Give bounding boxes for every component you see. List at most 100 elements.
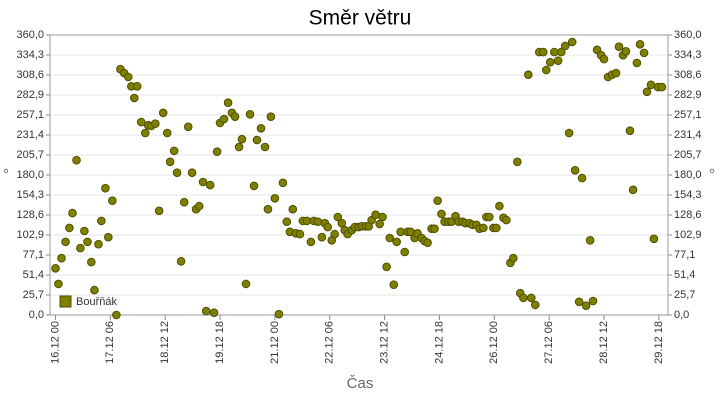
y-axis-label: ° xyxy=(3,166,9,183)
point xyxy=(560,41,570,51)
y2-tick-label: 205,7 xyxy=(674,149,702,161)
point xyxy=(104,232,113,242)
y-tick-label: 0,0 xyxy=(29,309,44,321)
point xyxy=(530,300,540,310)
point xyxy=(400,247,410,257)
point xyxy=(183,122,193,132)
y-tick-label: 308,6 xyxy=(16,69,44,81)
point xyxy=(295,229,305,239)
point xyxy=(553,56,563,65)
point xyxy=(646,80,656,90)
point xyxy=(129,93,139,103)
point xyxy=(479,223,488,233)
y2-tick-label: 102,9 xyxy=(674,229,702,241)
point xyxy=(234,142,244,152)
y-tick-label: 205,7 xyxy=(16,149,44,161)
y2-tick-label: 308,6 xyxy=(674,69,702,81)
y2-axis-label: ° xyxy=(709,166,715,183)
point xyxy=(509,253,518,263)
point xyxy=(282,217,292,226)
x-tick-label: 21.12 00 xyxy=(269,321,281,364)
x-tick-label: 18.12 12 xyxy=(159,321,171,364)
y-tick-label: 102,9 xyxy=(16,229,44,241)
point xyxy=(642,87,652,97)
point xyxy=(187,168,197,177)
point xyxy=(194,201,204,211)
y-tick-label: 334,3 xyxy=(16,49,44,61)
point xyxy=(249,181,259,191)
point xyxy=(209,308,219,317)
point xyxy=(123,72,133,82)
point xyxy=(205,180,215,190)
point xyxy=(570,166,580,175)
point xyxy=(212,147,222,156)
point xyxy=(545,57,555,67)
point xyxy=(632,58,642,68)
point xyxy=(132,82,142,91)
point xyxy=(337,218,347,228)
point xyxy=(323,222,333,232)
point xyxy=(252,135,262,145)
point xyxy=(288,204,298,214)
y2-tick-label: 25,7 xyxy=(674,289,695,301)
point xyxy=(94,239,103,249)
point xyxy=(108,196,117,205)
point xyxy=(76,243,85,253)
point xyxy=(611,68,621,78)
point xyxy=(201,306,211,316)
x-tick-label: 23.12 12 xyxy=(379,321,391,364)
point xyxy=(101,183,110,193)
y-tick-label: 154,3 xyxy=(16,189,44,201)
point xyxy=(492,223,501,233)
y2-tick-label: 180,0 xyxy=(674,169,702,181)
point xyxy=(80,226,89,236)
point xyxy=(437,209,446,219)
point xyxy=(151,119,160,128)
legend-swatch xyxy=(59,295,72,308)
point xyxy=(158,108,168,118)
point xyxy=(567,37,577,47)
point xyxy=(614,42,624,51)
y-tick-label: 180,0 xyxy=(16,169,44,181)
point xyxy=(172,168,182,177)
point xyxy=(140,128,150,138)
point xyxy=(649,234,659,244)
point xyxy=(263,204,273,214)
point xyxy=(621,47,631,56)
point xyxy=(382,262,391,272)
point xyxy=(371,210,380,219)
y2-tick-label: 282,9 xyxy=(674,89,702,101)
point xyxy=(68,208,77,218)
point xyxy=(61,237,70,247)
point xyxy=(556,47,566,57)
point xyxy=(72,155,81,165)
point xyxy=(513,157,522,167)
point xyxy=(136,117,146,127)
point xyxy=(278,178,288,188)
x-tick-label: 17.12 06 xyxy=(104,321,116,364)
point xyxy=(539,47,548,57)
y-tick-label: 128,6 xyxy=(16,209,44,221)
point xyxy=(154,206,164,216)
point xyxy=(165,157,175,167)
x-tick-label: 19.12 18 xyxy=(214,321,226,364)
x-tick-label: 27.12 06 xyxy=(543,321,555,364)
point xyxy=(375,219,384,229)
y2-tick-label: 128,6 xyxy=(674,209,702,221)
point xyxy=(317,232,327,242)
point xyxy=(241,279,251,289)
point xyxy=(581,301,591,310)
point xyxy=(270,194,280,203)
x-tick-label: 24.12 18 xyxy=(433,321,445,364)
point xyxy=(313,217,323,226)
y2-tick-label: 257,1 xyxy=(674,109,702,121)
y2-tick-label: 334,3 xyxy=(674,49,702,61)
point xyxy=(564,128,574,138)
point xyxy=(423,238,432,247)
point xyxy=(526,293,536,303)
point xyxy=(574,297,584,307)
y-tick-label: 282,9 xyxy=(16,89,44,101)
point xyxy=(87,257,96,267)
point xyxy=(430,224,439,233)
